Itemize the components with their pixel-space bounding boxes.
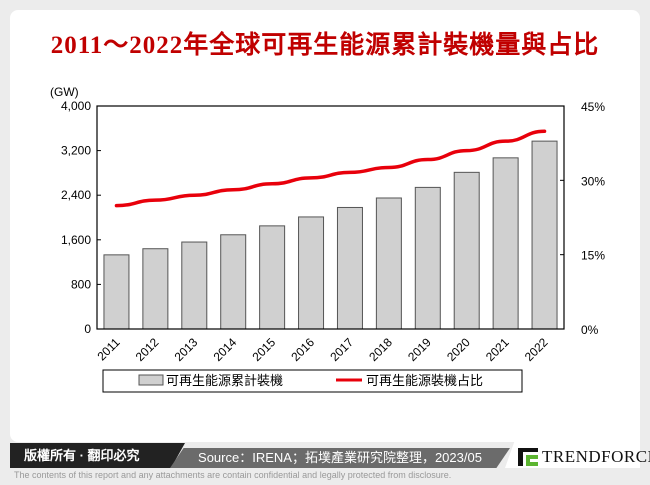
chart-title: 2011～2022年全球可再生能源累計裝機量與占比 xyxy=(50,32,600,59)
bar-2017 xyxy=(336,206,363,330)
trendforce-logo: TRENDFORCE xyxy=(518,447,650,467)
x-tick-label: 2021 xyxy=(483,335,512,364)
legend-label-bar: 可再生能源累計裝機 xyxy=(166,373,283,388)
right-tick-label: 15% xyxy=(581,249,605,263)
bar-2020 xyxy=(453,171,480,330)
x-tick-label: 2015 xyxy=(249,335,278,364)
left-axis-unit: (GW) xyxy=(50,85,79,99)
legend-label-line: 可再生能源裝機占比 xyxy=(366,373,483,388)
legend xyxy=(102,369,523,393)
x-tick-label: 2012 xyxy=(133,335,162,364)
x-tick-label: 2013 xyxy=(172,335,201,364)
left-tick-label: 2,400 xyxy=(61,188,91,202)
right-tick-label: 45% xyxy=(581,100,605,114)
copyright-banner: 版權所有 · 翻印必究 xyxy=(10,443,185,468)
trendforce-logo-icon xyxy=(518,448,538,466)
x-tick-label: 2017 xyxy=(327,335,356,364)
left-tick-label: 3,200 xyxy=(61,144,91,158)
bar-2021 xyxy=(492,157,519,330)
series-line-share xyxy=(114,129,547,208)
bar-2019 xyxy=(414,186,441,330)
left-tick-label: 1,600 xyxy=(61,233,91,247)
right-tick-label: 30% xyxy=(581,174,605,188)
left-tick-label: 800 xyxy=(71,277,91,291)
x-tick-label: 2011 xyxy=(94,335,122,363)
bar-2015 xyxy=(259,225,286,330)
source-note: Source：IRENA；拓墣產業研究院整理，2023/05 xyxy=(170,448,510,468)
bar-2018 xyxy=(375,197,402,330)
x-tick-label: 2020 xyxy=(444,335,473,364)
bar-2013 xyxy=(181,241,208,330)
right-tick-label: 0% xyxy=(581,323,599,337)
bar-2022 xyxy=(531,140,558,330)
bar-2011 xyxy=(103,254,130,330)
brand-name: TRENDFORCE xyxy=(542,447,650,466)
x-tick-label: 2018 xyxy=(366,335,395,364)
x-tick-label: 2022 xyxy=(522,335,551,364)
x-tick-label: 2014 xyxy=(211,335,240,364)
left-tick-label: 0 xyxy=(84,322,91,336)
disclaimer: The contents of this report and any atta… xyxy=(14,470,452,480)
left-tick-label: 4,000 xyxy=(61,99,91,113)
bar-2014 xyxy=(220,234,247,330)
bar-2016 xyxy=(298,216,325,330)
plot-frame xyxy=(96,105,565,330)
bar-2012 xyxy=(142,248,169,330)
x-tick-label: 2019 xyxy=(405,335,434,364)
x-tick-label: 2016 xyxy=(288,335,317,364)
legend-swatch-bar xyxy=(138,374,164,386)
